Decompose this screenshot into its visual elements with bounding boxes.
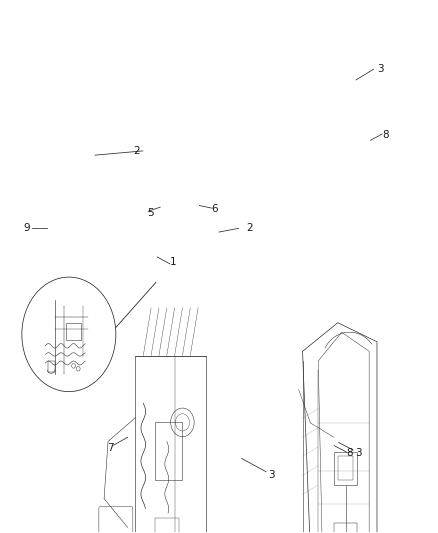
- Text: 2: 2: [133, 146, 140, 156]
- Text: 5: 5: [147, 208, 154, 219]
- Bar: [294, 0, 305, 3]
- Text: 3: 3: [268, 470, 275, 480]
- Bar: [110, 166, 142, 195]
- Bar: [48, 361, 55, 372]
- Text: 8: 8: [382, 130, 389, 140]
- Bar: [155, 422, 183, 480]
- Bar: [93, 199, 100, 205]
- Text: 2: 2: [75, 369, 82, 378]
- Bar: [334, 451, 357, 485]
- Bar: [67, 323, 81, 340]
- Text: 1: 1: [170, 257, 177, 267]
- Bar: [226, 199, 232, 205]
- Text: 7: 7: [107, 443, 113, 453]
- Bar: [110, 209, 142, 237]
- Text: 3: 3: [355, 448, 362, 458]
- Circle shape: [22, 277, 116, 392]
- Bar: [334, 523, 357, 533]
- Text: 8: 8: [346, 448, 353, 458]
- Text: 3: 3: [377, 64, 383, 74]
- Text: 2: 2: [246, 223, 253, 233]
- Bar: [349, 243, 365, 263]
- Bar: [75, 166, 107, 195]
- Text: 9: 9: [23, 223, 30, 233]
- Bar: [354, 0, 365, 3]
- Text: 6: 6: [212, 204, 218, 214]
- Bar: [75, 209, 107, 237]
- Bar: [159, 199, 166, 205]
- Bar: [338, 456, 353, 480]
- Bar: [155, 518, 179, 533]
